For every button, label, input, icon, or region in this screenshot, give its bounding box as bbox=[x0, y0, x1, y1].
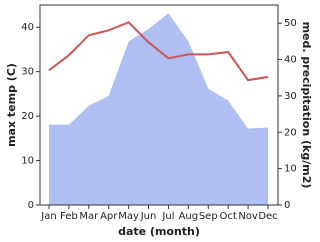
x-tick-label: Jan bbox=[40, 211, 56, 222]
y-tick-label: 40 bbox=[21, 22, 34, 33]
y2-tick-label: 40 bbox=[284, 55, 297, 66]
y2-axis-title: med. precipitation (kg/m2) bbox=[300, 22, 313, 189]
x-tick-label: Nov bbox=[238, 211, 258, 222]
x-tick-label: Apr bbox=[100, 211, 118, 222]
x-axis-title: date (month) bbox=[118, 225, 200, 238]
y-tick-label: 0 bbox=[28, 200, 34, 211]
x-tick-label: Oct bbox=[220, 211, 237, 222]
y-tick-label: 10 bbox=[21, 156, 34, 167]
x-tick-label: Jun bbox=[140, 211, 157, 222]
y-tick-label: 30 bbox=[21, 67, 34, 78]
y2-tick-label: 50 bbox=[284, 18, 297, 29]
x-tick-label: Feb bbox=[60, 211, 78, 222]
plot-frame bbox=[39, 4, 279, 206]
y-axis-title: max temp (C) bbox=[5, 63, 18, 147]
precipitation-area bbox=[49, 13, 268, 206]
y2-tick-label: 30 bbox=[284, 91, 297, 102]
x-tick-label: Sep bbox=[199, 211, 218, 222]
x-tick-label: Dec bbox=[258, 211, 277, 222]
y-tick-label: 20 bbox=[21, 111, 34, 122]
x-tick-label: Jul bbox=[161, 211, 174, 222]
x-tick-label: Aug bbox=[179, 211, 199, 222]
y2-tick-label: 20 bbox=[284, 127, 297, 138]
y2-tick-label: 10 bbox=[284, 164, 297, 175]
x-tick-label: May bbox=[118, 211, 139, 222]
x-tick-label: Mar bbox=[79, 211, 99, 222]
temperature-line bbox=[48, 21, 269, 82]
y2-tick-label: 0 bbox=[284, 200, 290, 211]
